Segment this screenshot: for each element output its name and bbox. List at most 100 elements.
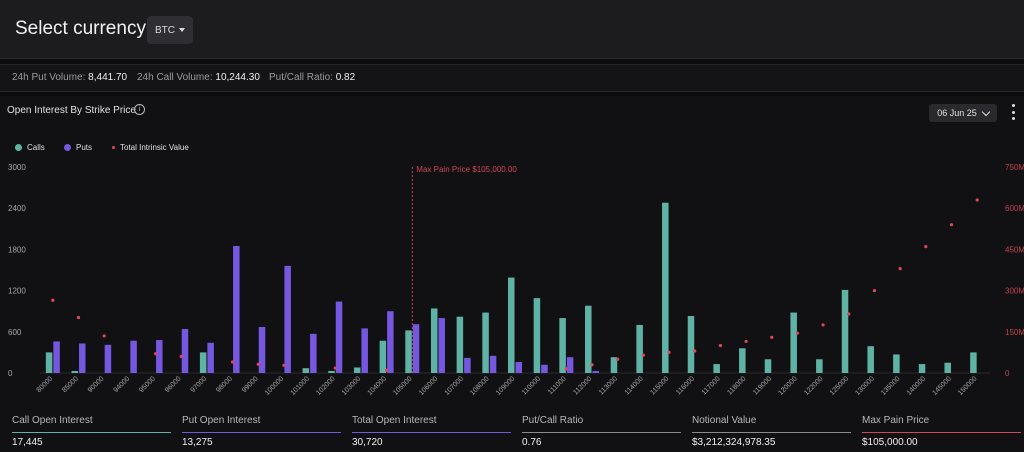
intrinsic-value-point [795, 331, 800, 335]
intrinsic-legend-swatch [112, 146, 115, 149]
x-axis-tick-label: 85000 [61, 375, 80, 394]
x-axis-tick-label: 98000 [215, 375, 234, 394]
intrinsic-value-point [102, 334, 106, 338]
put-bar [284, 265, 291, 373]
call-bar [739, 348, 746, 373]
intrinsic-value-point [924, 245, 928, 249]
x-axis-tick-label: 101000 [290, 375, 312, 397]
legend-calls-label: Calls [27, 143, 45, 152]
expiry-date-value: 06 Jun 25 [937, 108, 977, 118]
call-bar [585, 305, 592, 373]
put-bar [515, 362, 522, 373]
info-icon[interactable]: i [134, 104, 145, 115]
chevron-down-icon [981, 107, 991, 116]
right-axis-tick-label: 0 [1005, 369, 1010, 378]
call-bar [456, 316, 464, 373]
summary-label: Max Pain Price [862, 415, 930, 426]
call-bar [610, 357, 618, 373]
summary-label: Notional Value [692, 415, 757, 426]
summary-value: 0.76 [522, 437, 542, 448]
put-bar [464, 357, 471, 373]
put-bar [258, 326, 266, 373]
x-axis-tick-label: 113000 [598, 375, 619, 396]
put-bar [566, 357, 574, 373]
call-bar [559, 318, 566, 373]
x-axis-tick-label: 105000 [392, 375, 414, 397]
left-axis-tick-label: 0 [8, 369, 13, 378]
call-bar [199, 352, 207, 373]
summary-underline [352, 432, 511, 433]
max-pain-label: Max Pain Price $105,000.00 [416, 165, 517, 174]
put-bar [438, 318, 445, 373]
legend-calls[interactable]: Calls [15, 143, 45, 152]
intrinsic-value-point [256, 362, 260, 366]
intrinsic-value-point [230, 360, 235, 364]
x-axis-tick-label: 102000 [315, 375, 337, 397]
intrinsic-value-point [872, 289, 877, 293]
intrinsic-value-point [898, 267, 902, 271]
x-axis-tick-label: 117000 [701, 375, 722, 396]
x-axis-tick-label: 108000 [469, 375, 491, 397]
expiry-date-select[interactable]: 06 Jun 25 [929, 104, 997, 122]
put-call-ratio-stat: Put/Call Ratio: 0.82 [269, 72, 356, 83]
summary-underline [522, 432, 681, 433]
summary-label: Put/Call Ratio [522, 415, 584, 426]
call-bar [713, 364, 720, 373]
x-axis-tick-label: 106000 [418, 375, 440, 397]
panel-title: Open Interest By Strike Price [7, 105, 136, 116]
put-bar [361, 328, 368, 373]
intrinsic-value-point [667, 350, 671, 354]
open-interest-chart: 0 600 1200 1800 2400 3000 0 150M 300M 450M 600M 750… [8, 163, 1024, 397]
put-bar [412, 324, 420, 373]
put-bar [156, 340, 163, 373]
summary-item: Total Open Interest 30,720 [352, 408, 511, 452]
page-title: Select currency: [15, 18, 152, 39]
intrinsic-value-point [333, 366, 337, 370]
intrinsic-value-point [590, 363, 594, 367]
currency-select[interactable]: BTC [147, 16, 193, 44]
x-axis-tick-label: 145000 [931, 375, 953, 397]
x-axis-tick-label: 120000 [777, 375, 799, 397]
x-axis-tick-label: 111000 [547, 375, 568, 396]
summary-item: Call Open Interest 17,445 [12, 408, 171, 452]
call-volume-stat: 24h Call Volume: 10,244.30 [137, 72, 260, 83]
call-bar [944, 362, 951, 373]
call-bar [353, 367, 361, 373]
call-bar [636, 324, 643, 373]
x-axis-tick-label: 130000 [854, 375, 876, 397]
more-options-icon[interactable] [1010, 104, 1016, 120]
x-axis-tick-label: 90000 [87, 375, 106, 394]
call-bar [790, 312, 797, 373]
x-axis-tick-label: 97000 [190, 375, 209, 394]
x-axis-tick-label: 150000 [957, 375, 979, 397]
put-bar [310, 333, 317, 373]
x-axis-tick-label: 110000 [521, 375, 542, 396]
left-axis-tick-label: 2400 [8, 204, 26, 213]
intrinsic-value-point [153, 352, 158, 356]
legend-puts[interactable]: Puts [64, 143, 92, 152]
summary-item: Put Open Interest 13,275 [182, 408, 341, 452]
x-axis-tick-label: 140000 [906, 375, 928, 397]
puts-legend-swatch [64, 144, 71, 151]
x-axis-tick-label: 115000 [649, 375, 670, 396]
intrinsic-value-point [616, 357, 620, 361]
x-axis-tick-label: 107000 [444, 375, 466, 397]
x-axis-tick-label: 135000 [880, 375, 902, 397]
intrinsic-value-point [975, 198, 979, 202]
x-axis-tick-label: 103000 [341, 375, 363, 397]
put-bar [130, 340, 137, 373]
legend-intrinsic[interactable]: Total Intrinsic Value [112, 143, 189, 152]
call-bar [816, 359, 823, 373]
summary-item: Max Pain Price $105,000.00 [862, 408, 1021, 452]
right-axis-tick-label: 150M [1005, 328, 1024, 337]
x-axis-tick-label: 96000 [164, 375, 183, 394]
intrinsic-value-point [51, 298, 55, 302]
x-axis-tick-label: 125000 [829, 375, 851, 397]
right-axis-tick-label: 600M [1005, 204, 1024, 213]
call-bar [45, 352, 53, 373]
x-axis-tick-label: 99000 [241, 375, 260, 394]
intrinsic-value-point [718, 343, 723, 348]
call-bar [302, 368, 310, 373]
summary-underline [182, 432, 341, 433]
summary-underline [12, 432, 171, 433]
